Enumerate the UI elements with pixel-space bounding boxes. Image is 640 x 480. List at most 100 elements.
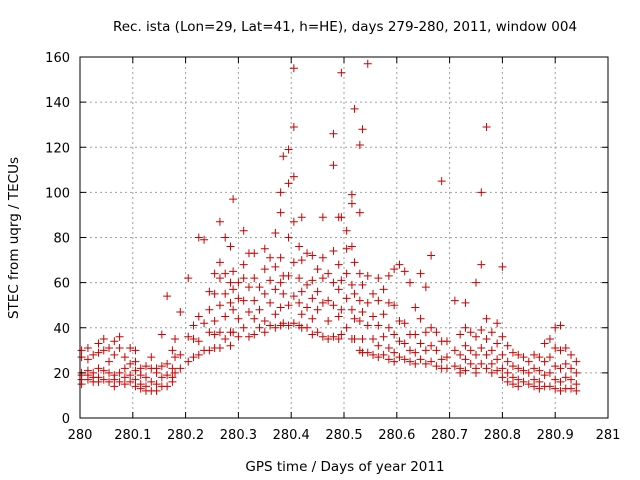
data-point	[99, 346, 108, 355]
data-point	[279, 289, 288, 298]
data-point	[503, 341, 512, 350]
x-tick-label: 280.9	[537, 428, 574, 443]
data-point	[329, 332, 338, 341]
data-point	[94, 348, 103, 357]
data-point	[572, 380, 581, 389]
data-point	[152, 386, 161, 395]
data-point	[572, 368, 581, 377]
data-point	[493, 355, 502, 364]
data-point	[189, 321, 198, 330]
data-point	[83, 355, 92, 364]
data-point	[524, 380, 533, 389]
data-point	[221, 269, 230, 278]
data-point	[358, 280, 367, 289]
data-point	[276, 188, 285, 197]
data-point	[176, 307, 185, 316]
data-point	[303, 323, 312, 332]
data-point	[120, 380, 129, 389]
data-point	[535, 366, 544, 375]
data-point	[210, 289, 219, 298]
data-point	[427, 341, 436, 350]
data-point	[535, 377, 544, 386]
data-point	[110, 350, 119, 359]
data-point	[168, 346, 177, 355]
data-point	[194, 233, 203, 242]
data-point	[200, 235, 209, 244]
data-point	[390, 330, 399, 339]
data-point	[94, 364, 103, 373]
data-point	[487, 368, 496, 377]
data-point	[406, 278, 414, 287]
data-point	[514, 382, 523, 391]
data-point	[379, 332, 388, 341]
data-point	[163, 371, 172, 380]
data-point	[379, 350, 388, 359]
data-point	[313, 305, 322, 314]
data-point	[524, 357, 533, 366]
data-point	[284, 271, 293, 280]
data-point	[110, 337, 119, 346]
data-point	[260, 244, 269, 253]
data-point	[131, 382, 140, 391]
data-point	[163, 382, 172, 391]
data-point	[561, 344, 570, 353]
data-point	[303, 280, 312, 289]
data-point	[152, 380, 161, 389]
data-point	[289, 258, 298, 267]
data-point	[358, 125, 367, 134]
data-point	[337, 276, 346, 285]
data-point	[110, 382, 119, 391]
data-point	[442, 364, 451, 373]
data-point	[239, 260, 248, 269]
data-point	[77, 346, 86, 355]
data-point	[461, 341, 470, 350]
data-point	[136, 371, 145, 380]
data-point	[266, 298, 275, 307]
data-point	[250, 274, 259, 283]
data-point	[194, 312, 203, 321]
data-point	[482, 335, 491, 344]
data-point	[142, 373, 150, 382]
data-point	[482, 314, 491, 323]
data-point	[131, 357, 140, 366]
data-point	[266, 276, 275, 285]
data-point	[379, 310, 388, 319]
data-point	[255, 323, 264, 332]
data-point	[432, 328, 441, 337]
data-point	[556, 386, 565, 395]
data-point	[369, 350, 378, 359]
data-point	[487, 346, 496, 355]
data-point	[276, 303, 285, 312]
data-point	[266, 253, 275, 262]
data-point	[189, 335, 198, 344]
data-point	[295, 298, 304, 307]
data-point	[487, 359, 496, 368]
data-point	[284, 321, 293, 330]
data-point	[342, 244, 351, 253]
data-point	[157, 362, 166, 371]
data-point	[324, 269, 333, 278]
data-point	[427, 251, 436, 260]
data-point	[184, 332, 193, 341]
data-point	[171, 335, 180, 344]
y-tick-label: 40	[53, 322, 70, 337]
data-point	[329, 247, 338, 256]
data-point	[266, 321, 275, 330]
data-point	[250, 249, 259, 258]
data-point	[324, 316, 333, 325]
data-point	[94, 377, 103, 386]
data-point	[556, 346, 565, 355]
data-point	[337, 68, 346, 77]
data-point	[131, 346, 140, 355]
data-point	[215, 258, 224, 267]
data-point	[260, 316, 269, 325]
y-tick-label: 100	[45, 186, 70, 201]
data-point	[508, 380, 517, 389]
data-point	[234, 314, 243, 323]
data-point	[466, 328, 475, 337]
data-point	[171, 368, 180, 377]
data-point	[411, 330, 420, 339]
data-point	[308, 251, 317, 260]
data-point	[297, 310, 306, 319]
data-point	[498, 364, 507, 373]
